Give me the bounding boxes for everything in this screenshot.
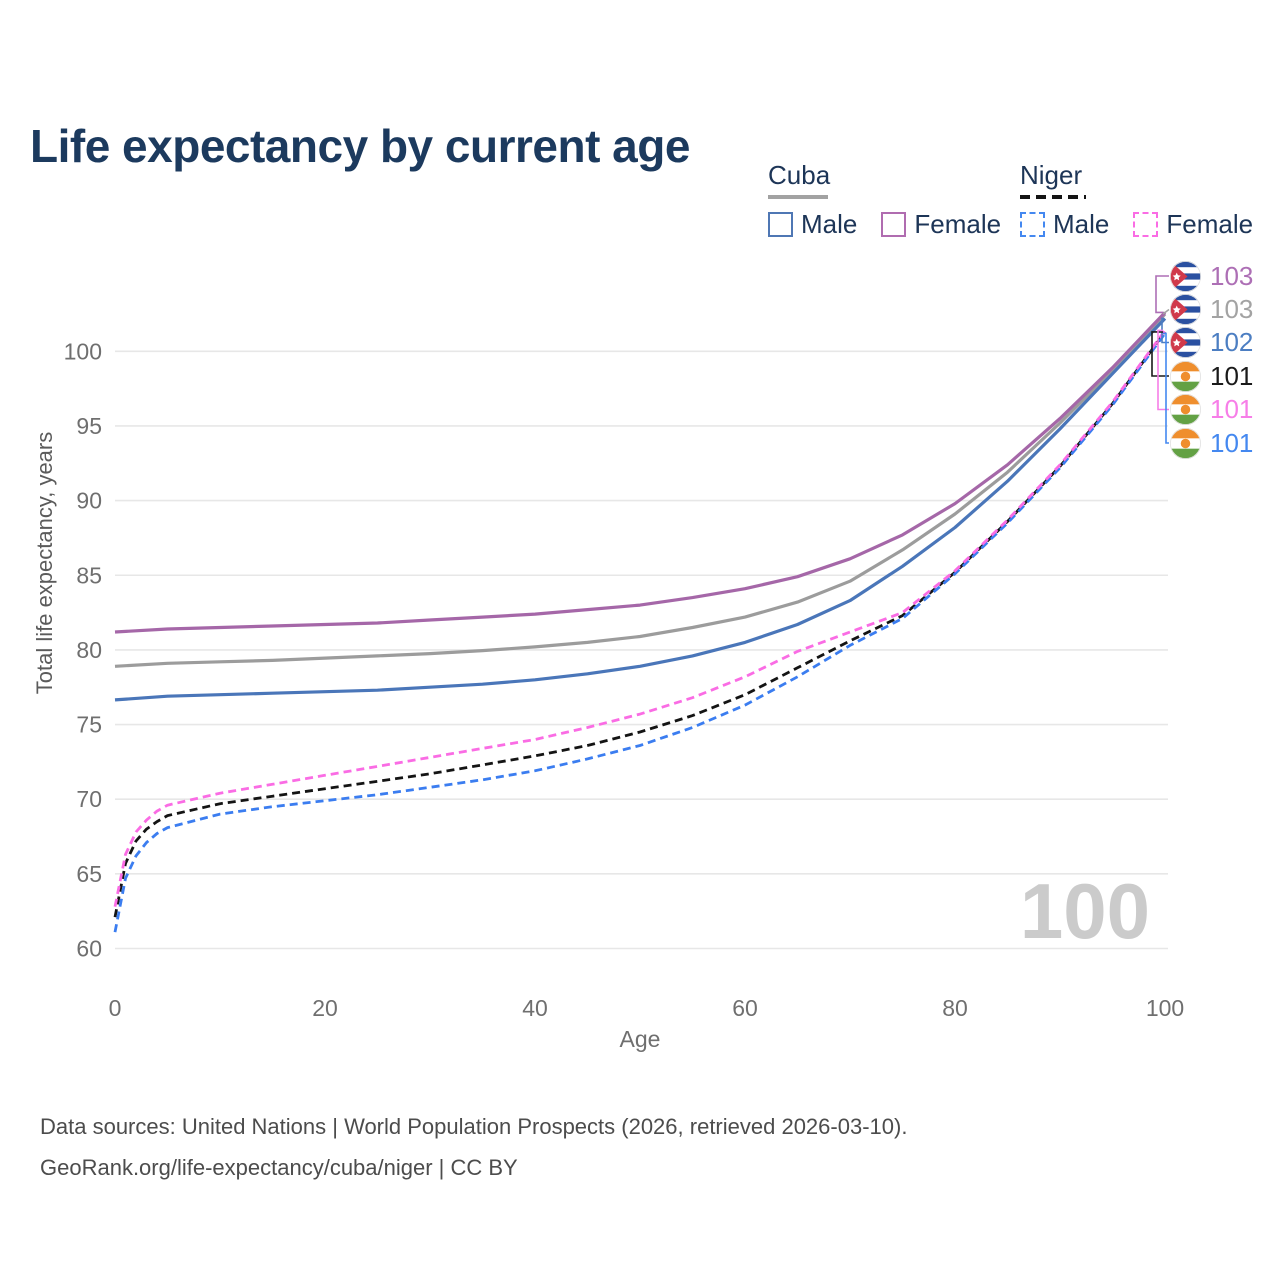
- end-label-value: 102: [1210, 327, 1254, 357]
- end-label-row: 103: [1170, 293, 1253, 327]
- legend-label-cuba-male[interactable]: Male: [801, 209, 858, 239]
- end-label-value: 103: [1210, 260, 1254, 291]
- legend-label-cuba-female[interactable]: Female: [914, 209, 1002, 239]
- age-counter-watermark: 100: [1019, 867, 1150, 955]
- y-tick-70: 70: [76, 786, 102, 812]
- y-axis-title: Total life expectancy, years: [32, 431, 57, 695]
- x-axis-title: Age: [620, 1026, 661, 1052]
- end-label-value: 101: [1210, 427, 1254, 458]
- x-tick-100: 100: [1146, 995, 1184, 1021]
- x-tick-20: 20: [312, 995, 338, 1021]
- legend-label-niger-male[interactable]: Male: [1053, 209, 1110, 239]
- end-label-value: 103: [1210, 294, 1254, 324]
- cuba-flag-icon: [1170, 327, 1201, 358]
- series-line-niger_female[interactable]: [113, 329, 1167, 907]
- y-tick-75: 75: [76, 712, 102, 738]
- y-tick-85: 85: [76, 562, 102, 588]
- cuba-flag-icon: [1170, 294, 1201, 325]
- footer-data-sources: Data sources: United Nations | World Pop…: [40, 1114, 908, 1139]
- niger-flag-icon: [1170, 394, 1201, 425]
- legend-swatch-cuba-female[interactable]: [881, 212, 907, 237]
- legend-group-cuba: Cuba Male Female: [768, 160, 1025, 240]
- page-title: Life expectancy by current age: [30, 119, 690, 172]
- legend-group-title-niger[interactable]: Niger: [1020, 160, 1083, 190]
- niger-flag-icon: [1170, 427, 1201, 459]
- y-tick-95: 95: [76, 413, 102, 439]
- legend-swatch-niger-female[interactable]: [1133, 212, 1159, 237]
- cuba-flag-icon: [1170, 260, 1201, 292]
- y-tick-90: 90: [76, 488, 102, 514]
- footer-attribution: GeoRank.org/life-expectancy/cuba/niger |…: [40, 1155, 518, 1180]
- niger-flag-icon: [1170, 360, 1201, 392]
- y-tick-60: 60: [76, 936, 102, 962]
- end-label-row: 101: [1170, 393, 1253, 427]
- series-line-cuba_male[interactable]: [114, 317, 1167, 702]
- x-tick-0: 0: [109, 995, 122, 1021]
- end-label-row: 101: [1170, 426, 1253, 460]
- end-label-row: 101: [1170, 359, 1253, 393]
- series-line-niger_male[interactable]: [113, 332, 1167, 933]
- end-label-row: 103: [1170, 259, 1253, 293]
- x-tick-80: 80: [942, 995, 968, 1021]
- x-tick-40: 40: [522, 995, 548, 1021]
- end-label-row: 102: [1170, 326, 1253, 360]
- leader-line-niger_male: [1163, 332, 1169, 444]
- series-line-cuba_both[interactable]: [114, 312, 1167, 668]
- y-tick-80: 80: [76, 637, 102, 663]
- end-label-value: 101: [1210, 394, 1254, 424]
- legend-group-title-cuba[interactable]: Cuba: [768, 160, 831, 190]
- end-label-value: 101: [1210, 360, 1254, 391]
- leader-line-niger_female: [1157, 329, 1169, 411]
- footer: Data sources: United Nations | World Pop…: [40, 1106, 907, 1188]
- legend-swatch-niger-male[interactable]: [1020, 212, 1045, 237]
- leader-line-cuba_female: [1155, 275, 1169, 314]
- leader-line-cuba_both: [1162, 308, 1170, 315]
- legend-swatch-cuba-male[interactable]: [768, 212, 793, 237]
- y-tick-65: 65: [76, 861, 102, 887]
- series-line-cuba_female[interactable]: [114, 311, 1167, 634]
- legend-label-niger-female[interactable]: Female: [1166, 209, 1254, 239]
- legend-underline-cuba: [768, 195, 828, 199]
- y-tick-100: 100: [64, 338, 102, 364]
- legend-group-niger: Niger Male Female: [1020, 160, 1277, 240]
- legend-underline-niger: [1020, 195, 1086, 199]
- x-tick-60: 60: [732, 995, 758, 1021]
